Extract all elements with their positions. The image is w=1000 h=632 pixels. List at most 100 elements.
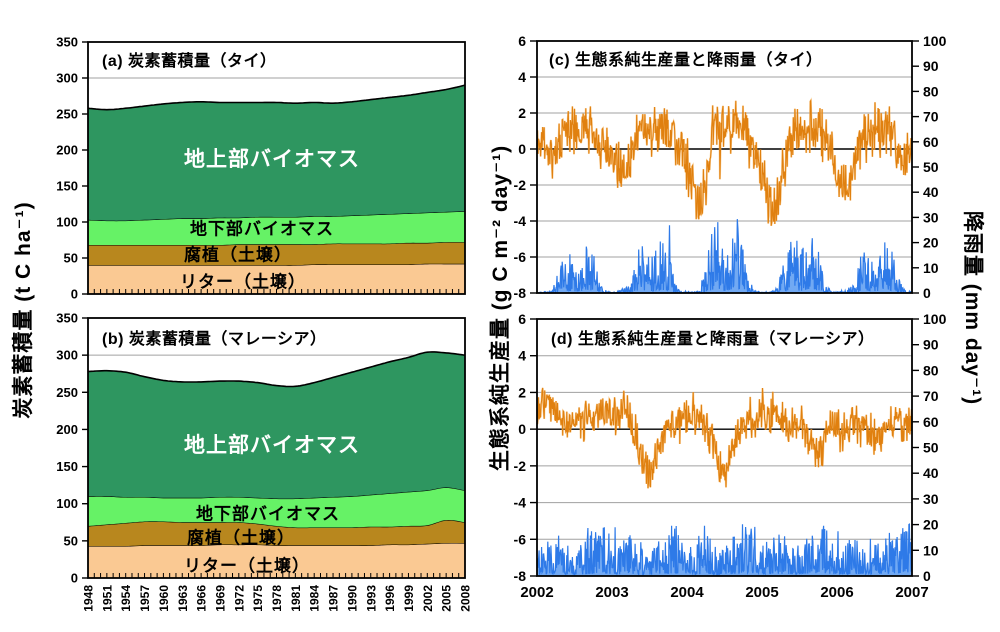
panel-b-humus-label: 腐植（土壌） <box>187 528 295 548</box>
svg-text:40: 40 <box>923 465 939 481</box>
svg-text:2002: 2002 <box>520 584 553 601</box>
panel-a-litter-label: リター（土壌） <box>180 272 306 292</box>
panel-b-plot: 350 300 250 200 150 100 50 0 1948 1951 1954 1957 196… <box>56 311 472 612</box>
svg-text:80: 80 <box>923 83 939 99</box>
panel-a-layer-0 <box>88 263 465 294</box>
svg-text:70: 70 <box>923 388 939 404</box>
panel-a-layer-1 <box>88 242 465 266</box>
svg-text:1948: 1948 <box>82 585 96 612</box>
svg-text:0: 0 <box>923 568 931 584</box>
svg-text:1978: 1978 <box>270 585 284 612</box>
svg-text:30: 30 <box>923 491 939 507</box>
svg-text:50: 50 <box>923 159 939 175</box>
panel-b-layer-2 <box>88 487 465 528</box>
svg-text:150: 150 <box>56 459 78 474</box>
svg-text:40: 40 <box>923 184 939 200</box>
svg-text:1954: 1954 <box>119 585 133 612</box>
svg-text:0: 0 <box>923 285 931 301</box>
svg-text:-6: -6 <box>514 531 527 547</box>
panel-a-belowground-label: 地下部バイオマス <box>190 219 334 239</box>
svg-text:-4: -4 <box>514 213 527 229</box>
svg-text:1975: 1975 <box>251 585 265 612</box>
svg-text:80: 80 <box>923 362 939 378</box>
panel-a-aboveground-label: 地上部バイオマス <box>184 148 360 171</box>
mid-axis-title: 生態系純生産量 (g C m⁻² day⁻¹) <box>489 144 512 472</box>
svg-text:300: 300 <box>56 348 78 363</box>
left-axis-title: 炭素蓄積量 (t C ha⁻¹) <box>12 201 35 419</box>
svg-text:2006: 2006 <box>820 584 853 601</box>
svg-text:6: 6 <box>518 33 526 49</box>
panel-b-title: (b) 炭素蓄積量（マレーシア） <box>102 331 327 348</box>
svg-text:250: 250 <box>56 385 78 400</box>
svg-text:20: 20 <box>923 235 939 251</box>
panel-b-aboveground-label: 地上部バイオマス <box>184 434 360 457</box>
svg-text:1960: 1960 <box>157 585 171 612</box>
panel-b-layer-1 <box>88 520 465 547</box>
svg-text:1996: 1996 <box>383 585 397 612</box>
svg-text:2002: 2002 <box>421 585 435 612</box>
svg-text:100: 100 <box>56 215 78 230</box>
svg-text:90: 90 <box>923 58 939 74</box>
svg-text:150: 150 <box>56 179 78 194</box>
panel-a-layer-2 <box>88 211 465 246</box>
svg-text:300: 300 <box>56 71 78 86</box>
svg-text:100: 100 <box>56 496 78 511</box>
svg-text:70: 70 <box>923 109 939 125</box>
svg-text:20: 20 <box>923 517 939 533</box>
svg-text:0: 0 <box>71 571 78 586</box>
svg-text:-4: -4 <box>514 495 527 511</box>
svg-text:350: 350 <box>56 311 78 326</box>
svg-text:2007: 2007 <box>895 584 928 601</box>
panel-a-humus-label: 腐植（土壌） <box>184 245 292 265</box>
svg-text:0: 0 <box>518 141 526 157</box>
panel-a-plot: 350 300 250 200 150 100 50 0 <box>56 35 466 302</box>
svg-text:-2: -2 <box>514 458 527 474</box>
panel-b-layer-3 <box>88 351 465 499</box>
svg-text:-8: -8 <box>514 285 527 301</box>
svg-text:60: 60 <box>923 414 939 430</box>
svg-text:6: 6 <box>518 311 526 327</box>
svg-text:1966: 1966 <box>195 585 209 612</box>
svg-text:1969: 1969 <box>213 585 227 612</box>
panel-a-title: (a) 炭素蓄積量（タイ） <box>102 53 277 70</box>
svg-text:50: 50 <box>64 251 78 266</box>
svg-text:10: 10 <box>923 542 939 558</box>
svg-text:1957: 1957 <box>138 585 152 612</box>
svg-text:1984: 1984 <box>308 585 322 612</box>
panel-a-layer-3 <box>88 85 465 221</box>
svg-text:1972: 1972 <box>232 585 246 612</box>
svg-text:1981: 1981 <box>289 585 303 612</box>
svg-text:350: 350 <box>56 35 78 50</box>
right-axis-title: 降雨量 (mm day⁻¹) <box>961 210 984 406</box>
svg-text:0: 0 <box>518 421 526 437</box>
svg-text:100: 100 <box>923 33 947 49</box>
svg-text:-2: -2 <box>514 177 527 193</box>
svg-text:-6: -6 <box>514 249 527 265</box>
svg-text:2: 2 <box>518 105 526 121</box>
svg-text:1987: 1987 <box>327 585 341 612</box>
svg-text:2003: 2003 <box>595 584 628 601</box>
svg-text:2004: 2004 <box>670 584 704 601</box>
panel-d-title: (d) 生態系純生産量と降雨量（マレーシア） <box>551 331 875 348</box>
svg-text:100: 100 <box>923 311 947 327</box>
panel-b-belowground-label: 地下部バイオマス <box>196 504 340 524</box>
svg-text:0: 0 <box>71 287 78 302</box>
svg-text:90: 90 <box>923 337 939 353</box>
svg-text:1999: 1999 <box>402 585 416 612</box>
svg-text:-8: -8 <box>514 568 527 584</box>
svg-text:50: 50 <box>64 533 78 548</box>
svg-text:2: 2 <box>518 384 526 400</box>
svg-text:250: 250 <box>56 107 78 122</box>
svg-text:10: 10 <box>923 260 939 276</box>
svg-text:1963: 1963 <box>176 585 190 612</box>
svg-text:200: 200 <box>56 422 78 437</box>
panel-b-layer-0 <box>88 543 465 578</box>
svg-text:2005: 2005 <box>440 585 454 612</box>
panel-c-title: (c) 生態系純生産量と降雨量（タイ） <box>549 52 823 69</box>
svg-text:4: 4 <box>518 69 526 85</box>
svg-text:1990: 1990 <box>345 585 359 612</box>
